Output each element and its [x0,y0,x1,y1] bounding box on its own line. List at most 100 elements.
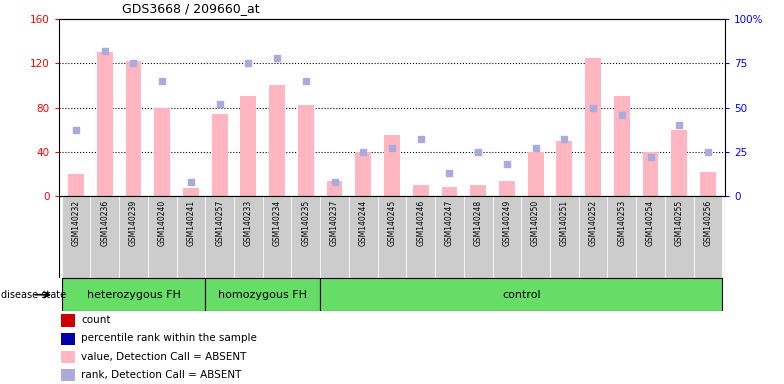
Point [472,149,485,155]
Bar [212,114,227,196]
Bar [521,196,550,278]
Bar [413,185,429,196]
Bar [205,196,234,278]
Bar [61,351,74,363]
Text: GSM140234: GSM140234 [273,200,281,246]
Text: GSM140235: GSM140235 [301,200,310,246]
Bar [492,196,521,278]
Bar [550,196,579,278]
Text: GSM140248: GSM140248 [474,200,483,246]
Text: heterozygous FH: heterozygous FH [86,290,180,300]
Point [673,122,685,128]
Point [357,149,369,155]
Bar [464,196,492,278]
Text: GSM140257: GSM140257 [215,200,224,246]
Bar [62,196,90,278]
Bar [349,196,378,278]
Point [99,48,111,54]
Text: rank, Detection Call = ABSENT: rank, Detection Call = ABSENT [82,370,241,380]
Point [127,60,140,66]
Text: GSM140253: GSM140253 [617,200,626,246]
Text: GSM140251: GSM140251 [560,200,569,246]
Bar [441,187,457,196]
Text: homozygous FH: homozygous FH [218,290,307,300]
Text: GSM140240: GSM140240 [158,200,167,246]
Point [386,145,398,151]
Bar [263,196,292,278]
Bar [643,152,659,196]
Text: percentile rank within the sample: percentile rank within the sample [82,333,257,343]
Text: value, Detection Call = ABSENT: value, Detection Call = ABSENT [82,352,247,362]
Bar [154,108,170,196]
Bar [557,141,572,196]
Bar [406,196,435,278]
Bar [205,278,320,311]
Bar [176,196,205,278]
Text: disease state: disease state [1,290,66,300]
Bar [241,96,256,196]
Bar [355,152,371,196]
Bar [665,196,694,278]
Bar [384,135,400,196]
Text: GSM140250: GSM140250 [531,200,540,246]
Point [299,78,312,84]
Bar [68,174,84,196]
Point [615,111,628,118]
Point [70,127,82,134]
Point [270,55,283,61]
Bar [435,196,464,278]
Bar [636,196,665,278]
Bar [327,182,343,196]
Text: GSM140244: GSM140244 [359,200,368,246]
Point [702,149,714,155]
Bar [269,86,285,196]
Bar [61,333,74,345]
Bar [470,185,486,196]
Bar [528,152,543,196]
Point [558,136,571,142]
Text: GSM140233: GSM140233 [244,200,253,246]
Bar [694,196,722,278]
Point [529,145,542,151]
Bar [614,96,630,196]
Point [213,101,226,107]
Bar [61,369,74,381]
Bar [292,196,320,278]
Text: GSM140254: GSM140254 [646,200,655,246]
Text: GSM140255: GSM140255 [675,200,684,246]
Bar [183,188,199,196]
Bar [119,196,148,278]
Text: GSM140249: GSM140249 [503,200,511,246]
Text: GSM140252: GSM140252 [589,200,597,246]
Point [328,179,341,185]
Point [443,170,456,176]
Bar [90,196,119,278]
Text: GDS3668 / 209660_at: GDS3668 / 209660_at [122,2,260,15]
Bar [234,196,263,278]
Bar [148,196,176,278]
Point [185,179,198,185]
Bar [499,182,515,196]
Text: count: count [82,315,111,325]
Point [501,161,514,167]
Bar [671,130,687,196]
Bar [61,314,74,327]
Bar [320,196,349,278]
Text: GSM140256: GSM140256 [703,200,713,246]
Text: GSM140239: GSM140239 [129,200,138,246]
Point [644,154,657,160]
Text: GSM140246: GSM140246 [416,200,425,246]
Bar [125,61,141,196]
Point [242,60,255,66]
Text: GSM140247: GSM140247 [445,200,454,246]
Text: GSM140232: GSM140232 [71,200,81,246]
Text: control: control [502,290,541,300]
Bar [579,196,608,278]
Bar [97,52,113,196]
Text: GSM140236: GSM140236 [100,200,109,246]
Bar [608,196,636,278]
Bar [700,172,716,196]
Bar [585,58,601,196]
Text: GSM140237: GSM140237 [330,200,339,246]
Bar [378,196,406,278]
